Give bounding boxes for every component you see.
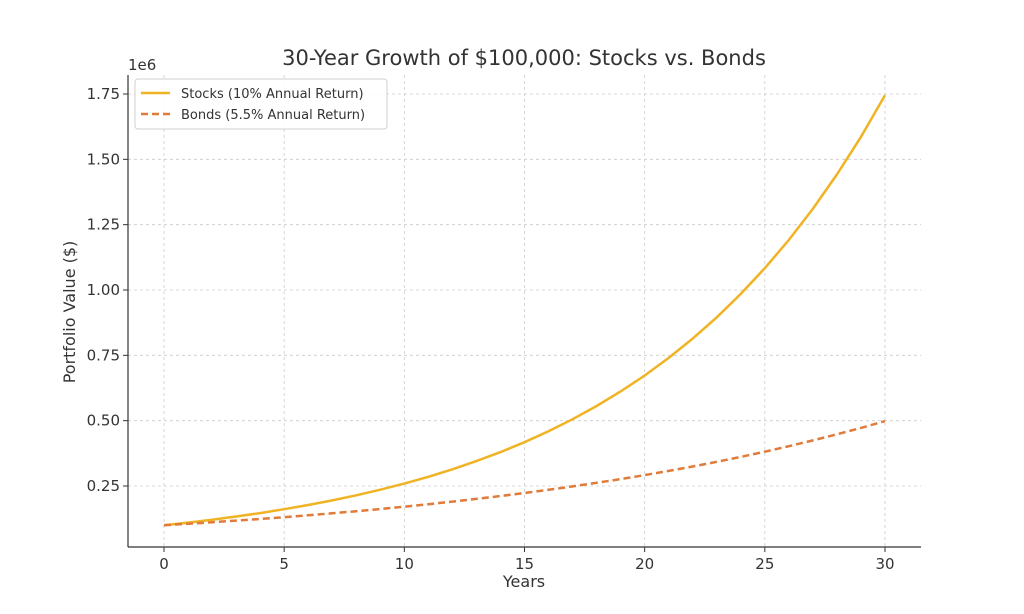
x-tick-label: 5 [279, 555, 289, 573]
legend: Stocks (10% Annual Return) Bonds (5.5% A… [134, 78, 388, 130]
bonds-line [163, 419, 886, 527]
y-tick-label: 1.75 [87, 85, 120, 103]
x-tick-label: 20 [635, 555, 654, 573]
legend-bonds-label: Bonds (5.5% Annual Return) [181, 108, 365, 123]
stocks-line [163, 94, 887, 527]
y-axis-ticks: 0.25 0.50 0.75 1.00 1.25 1.50 1.75 [87, 85, 128, 495]
x-axis-ticks: 0 5 10 15 20 25 30 [159, 547, 895, 573]
y-tick-label: 0.75 [87, 346, 120, 364]
x-tick-label: 10 [395, 555, 414, 573]
legend-stocks-label: Stocks (10% Annual Return) [181, 87, 364, 102]
y-tick-label: 1.25 [87, 216, 120, 234]
grid-lines [128, 75, 921, 547]
x-tick-label: 15 [515, 555, 534, 573]
x-axis-label: Years [502, 572, 545, 591]
legend-box [134, 78, 388, 130]
y-tick-label: 1.50 [87, 150, 120, 168]
y-tick-label: 1.00 [87, 281, 120, 299]
y-tick-label: 0.50 [87, 412, 120, 430]
x-tick-label: 25 [755, 555, 774, 573]
y-axis-label: Portfolio Value ($) [60, 241, 79, 384]
y-tick-label: 0.25 [87, 477, 120, 495]
x-tick-label: 0 [159, 555, 169, 573]
x-tick-label: 30 [875, 555, 894, 573]
y-offset-label: 1e6 [128, 56, 156, 74]
chart-title: 30-Year Growth of $100,000: Stocks vs. B… [282, 46, 766, 70]
data-lines [163, 94, 887, 527]
